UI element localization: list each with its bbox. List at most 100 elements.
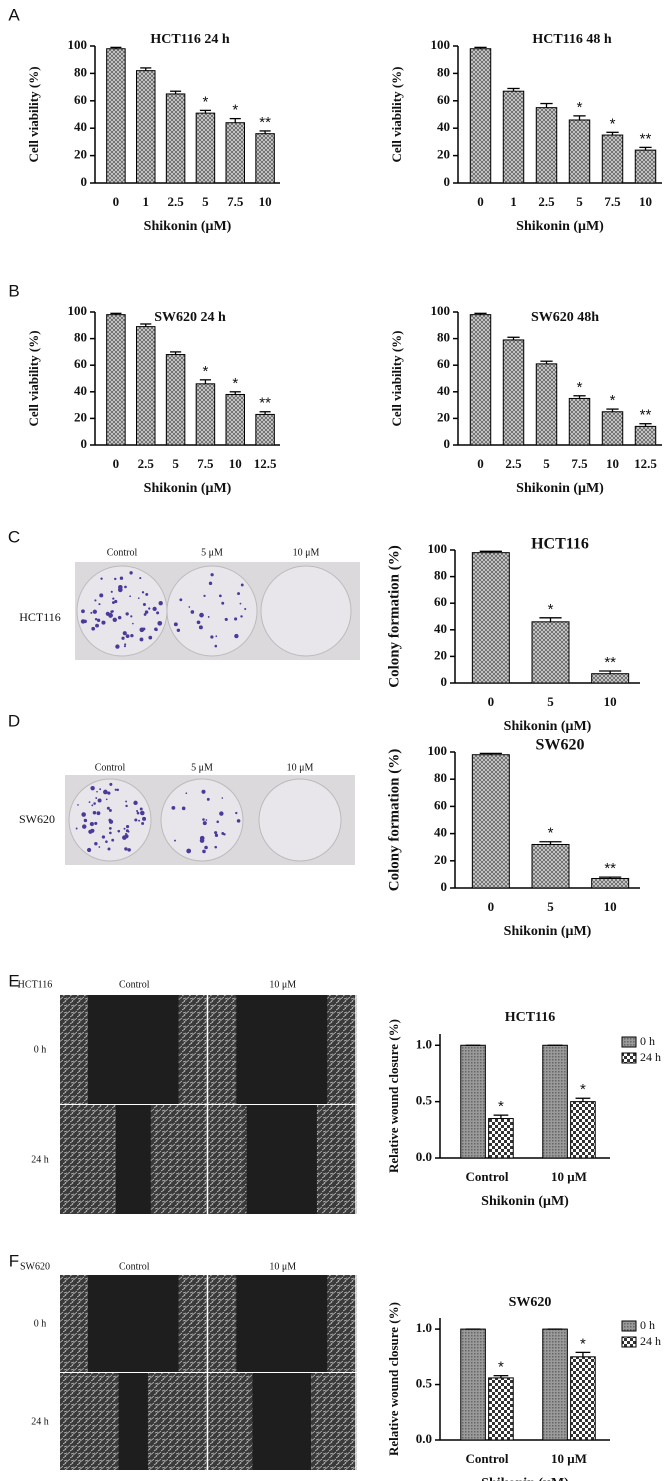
y-tick-label: 100	[68, 303, 88, 318]
colony	[94, 618, 98, 621]
bar	[570, 1356, 596, 1441]
cell-label: HCT116	[19, 610, 61, 624]
colony	[91, 626, 96, 631]
colony	[202, 849, 206, 854]
condition-label: Control	[119, 1261, 150, 1272]
x-tick-label: 5	[172, 456, 179, 471]
x-tick-label: 10	[229, 456, 242, 471]
condition-label: Control	[119, 979, 150, 990]
colony	[99, 593, 104, 598]
colony	[158, 601, 163, 606]
y-axis-label: Cell viability (%)	[389, 66, 404, 162]
significance-marker: **	[259, 395, 271, 412]
colony	[117, 615, 122, 620]
well	[260, 565, 352, 657]
colony	[138, 819, 141, 822]
x-axis-label: Shikonin (μM)	[144, 481, 232, 496]
colony	[240, 615, 243, 618]
colony	[125, 800, 128, 803]
x-tick-label: 2.5	[167, 194, 184, 209]
y-tick-label: 100	[428, 541, 448, 556]
significance-marker: *	[498, 1359, 504, 1376]
colony	[237, 592, 240, 596]
y-tick-label: 40	[434, 621, 447, 636]
x-axis-label: Shikonin (μM)	[516, 219, 604, 234]
colony	[132, 622, 134, 625]
colony	[234, 633, 239, 639]
colony	[214, 644, 218, 648]
wound-gap	[87, 995, 179, 1104]
bar	[165, 354, 186, 446]
colony	[124, 585, 127, 589]
x-tick-label: 12.5	[634, 456, 657, 471]
colony	[240, 583, 244, 587]
colony	[188, 606, 191, 608]
colony	[210, 573, 214, 577]
x-tick-label: 12.5	[254, 456, 277, 471]
x-axis-label: Shikonin (μM)	[481, 1476, 569, 1481]
colony	[136, 811, 140, 815]
colony	[124, 847, 128, 851]
x-tick-label: 5	[576, 194, 583, 209]
chart-title: HCT116 48 h	[532, 32, 612, 47]
colony	[244, 607, 247, 611]
colony	[130, 615, 133, 618]
x-axis-label: Shikonin (μM)	[504, 924, 592, 939]
colony	[219, 594, 222, 598]
significance-marker: *	[577, 379, 583, 396]
bar	[106, 314, 126, 446]
colony	[142, 602, 146, 607]
x-tick-label: 2.5	[505, 456, 522, 471]
bar	[136, 70, 156, 184]
y-tick-label: 40	[437, 383, 450, 398]
colony	[129, 595, 132, 598]
significance-marker: *	[610, 115, 616, 132]
colony	[123, 827, 126, 830]
colony	[106, 806, 110, 810]
x-tick-label: 5	[543, 456, 550, 471]
legend-swatch	[621, 1036, 637, 1048]
y-tick-label: 0	[81, 436, 88, 451]
colony	[185, 792, 188, 795]
panel-label: C	[8, 527, 20, 546]
condition-label: 10 μM	[293, 547, 320, 558]
y-tick-label: 100	[431, 303, 451, 318]
colony	[214, 833, 219, 837]
significance-marker: *	[580, 1081, 586, 1098]
colony	[139, 577, 142, 580]
colony	[210, 635, 214, 639]
significance-marker: **	[259, 114, 271, 131]
bar	[634, 425, 657, 446]
y-tick-label: 60	[437, 92, 450, 107]
colony	[81, 812, 86, 817]
colony	[101, 835, 106, 839]
legend-label: 24 h	[640, 1050, 661, 1064]
colony	[141, 591, 145, 594]
y-tick-label: 20	[437, 147, 450, 162]
colony	[157, 620, 163, 626]
y-tick-label: 0	[441, 674, 448, 689]
colony	[198, 625, 203, 630]
chart-title: HCT116	[505, 1010, 556, 1025]
colony	[96, 811, 101, 816]
colony	[108, 826, 112, 830]
significance-marker: **	[640, 407, 652, 424]
y-tick-label: 80	[437, 64, 450, 79]
x-tick-label: Control	[465, 1451, 508, 1466]
colony	[139, 807, 143, 811]
y-tick-label: 60	[74, 356, 87, 371]
colony	[239, 602, 242, 605]
y-tick-label: 0	[444, 174, 451, 189]
y-tick-label: 20	[437, 409, 450, 424]
x-tick-label: 10 μM	[551, 1451, 587, 1466]
bar	[531, 843, 570, 889]
significance-marker: *	[548, 601, 554, 618]
colony	[171, 805, 176, 810]
time-label: 24 h	[31, 1416, 49, 1427]
colony	[97, 798, 102, 803]
bar	[531, 621, 570, 684]
colony	[214, 845, 217, 849]
bar	[225, 122, 245, 184]
y-tick-label: 100	[68, 37, 88, 52]
y-tick-label: 20	[434, 852, 447, 867]
